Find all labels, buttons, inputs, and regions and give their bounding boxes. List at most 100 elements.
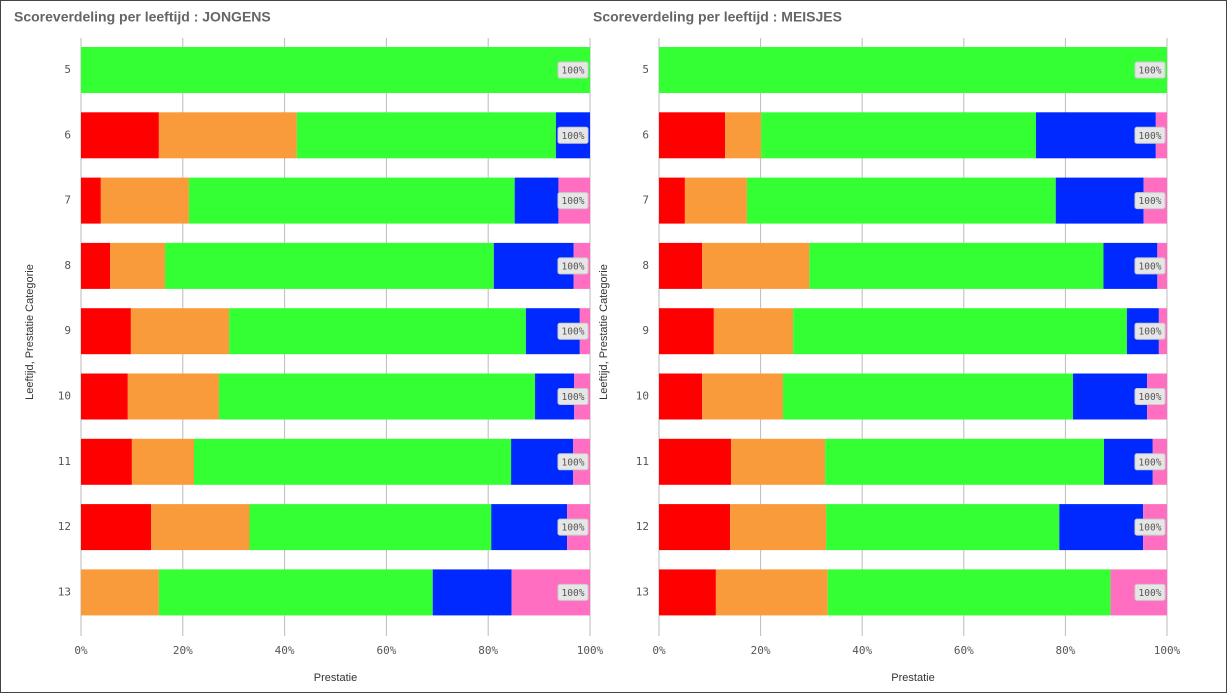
bar-segment xyxy=(746,177,1056,224)
bar-segment xyxy=(659,47,1167,93)
total-label: 100% xyxy=(1139,392,1162,403)
bar-segment xyxy=(81,308,131,355)
bar-segment xyxy=(684,177,747,224)
total-label-bg xyxy=(1134,453,1166,471)
x-tick-label: 40% xyxy=(275,644,295,657)
bar-segment xyxy=(127,373,219,420)
bar-segment xyxy=(110,242,165,289)
total-label: 100% xyxy=(562,588,585,599)
bar-segment xyxy=(188,177,515,224)
total-label-bg xyxy=(557,518,589,536)
bar-segment xyxy=(432,569,512,616)
y-tick-label: 13 xyxy=(58,585,71,598)
x-tick-label: 60% xyxy=(954,644,974,657)
x-tick-label: 20% xyxy=(173,644,193,657)
total-label: 100% xyxy=(1139,327,1162,338)
bar-segment xyxy=(761,112,1036,159)
bar-segment xyxy=(81,112,159,159)
bar-segment xyxy=(827,569,1111,616)
bar-segment xyxy=(659,177,685,224)
bar-segment xyxy=(81,47,590,93)
y-tick-label: 6 xyxy=(642,128,649,141)
total-label: 100% xyxy=(1139,588,1162,599)
total-label: 100% xyxy=(562,196,585,207)
bar-segment xyxy=(793,308,1127,355)
y-tick-label: 11 xyxy=(58,455,71,468)
bar-segment xyxy=(81,504,152,551)
y-tick-label: 12 xyxy=(58,520,71,533)
total-label-bg xyxy=(557,453,589,471)
y-tick-label: 13 xyxy=(636,585,649,598)
y-tick-label: 7 xyxy=(642,194,649,207)
y-axis-label: Leeftijd, Prestatie Categorie xyxy=(24,264,36,400)
bar-segment xyxy=(81,569,159,616)
bar-segment xyxy=(659,438,732,485)
total-label-bg xyxy=(1134,257,1166,275)
bar-segment xyxy=(296,112,556,159)
bar-segment xyxy=(809,242,1104,289)
x-tick-label: 40% xyxy=(852,644,872,657)
bar-segment xyxy=(659,242,703,289)
bar-segment xyxy=(702,373,783,420)
total-label: 100% xyxy=(562,392,585,403)
bar-segment xyxy=(1055,177,1144,224)
y-tick-label: 11 xyxy=(636,455,649,468)
total-label-bg xyxy=(557,322,589,340)
bar-segment xyxy=(825,438,1105,485)
bar-segment xyxy=(81,177,101,224)
total-label: 100% xyxy=(562,261,585,272)
bar-segment xyxy=(81,438,132,485)
x-tick-label: 100% xyxy=(1154,644,1181,657)
y-axis-label: Leeftijd, Prestatie Categorie xyxy=(598,264,610,400)
bar-segment xyxy=(659,373,703,420)
bar-segment xyxy=(731,438,826,485)
bar-segment xyxy=(151,504,250,551)
bar-segment xyxy=(715,569,828,616)
total-label: 100% xyxy=(1139,196,1162,207)
total-label: 100% xyxy=(1139,66,1162,77)
bar-segment xyxy=(659,569,716,616)
total-label-bg xyxy=(1134,126,1166,144)
y-tick-label: 8 xyxy=(64,259,71,272)
total-label: 100% xyxy=(562,327,585,338)
bar-segment xyxy=(158,112,297,159)
y-tick-label: 5 xyxy=(642,63,649,76)
y-tick-label: 6 xyxy=(64,128,71,141)
y-tick-label: 7 xyxy=(64,194,71,207)
total-label-bg xyxy=(557,583,589,601)
bar-segment xyxy=(725,112,762,159)
bar-segment xyxy=(826,504,1060,551)
total-label-bg xyxy=(557,126,589,144)
bar-segment xyxy=(130,308,230,355)
total-label-bg xyxy=(1134,322,1166,340)
bar-segment xyxy=(782,373,1074,420)
total-label: 100% xyxy=(1139,457,1162,468)
x-axis-label: Prestatie xyxy=(314,672,357,684)
x-tick-label: 60% xyxy=(376,644,396,657)
x-tick-label: 100% xyxy=(577,644,604,657)
bar-segment xyxy=(514,177,559,224)
bar-segment xyxy=(730,504,827,551)
bar-segment xyxy=(193,438,512,485)
chart-title: Scoreverdeling per leeftijd : MEISJES xyxy=(593,9,842,25)
x-tick-label: 20% xyxy=(751,644,771,657)
total-label-bg xyxy=(557,388,589,405)
bar-segment xyxy=(1059,504,1144,551)
total-label: 100% xyxy=(1139,131,1162,142)
total-label: 100% xyxy=(562,523,585,534)
y-tick-label: 5 xyxy=(64,63,71,76)
x-tick-label: 0% xyxy=(652,644,666,657)
total-label-bg xyxy=(557,61,589,79)
bar-segment xyxy=(164,242,494,289)
bar-segment xyxy=(702,242,810,289)
x-tick-label: 80% xyxy=(1055,644,1075,657)
x-tick-label: 80% xyxy=(478,644,498,657)
y-tick-label: 9 xyxy=(642,324,649,337)
x-axis-label: Prestatie xyxy=(891,672,934,684)
total-label: 100% xyxy=(562,66,585,77)
bar-segment xyxy=(131,438,194,485)
total-label: 100% xyxy=(1139,261,1162,272)
bar-segment xyxy=(81,373,128,420)
y-tick-label: 10 xyxy=(636,390,649,403)
